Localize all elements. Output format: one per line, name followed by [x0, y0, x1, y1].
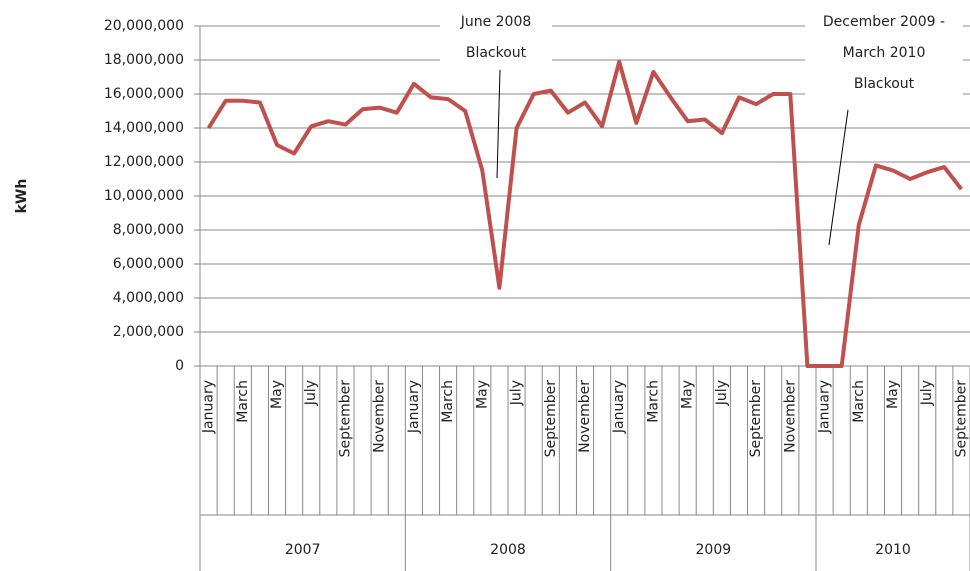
x-tick-label: January [406, 380, 422, 434]
x-tick-label: March [235, 380, 251, 423]
y-tick-label: 2,000,000 [113, 324, 184, 340]
x-tick-label: July [509, 380, 525, 406]
annotation: December 2009 - [823, 14, 945, 30]
y-tick-label: 10,000,000 [104, 188, 184, 204]
y-tick-label: 0 [175, 358, 184, 374]
annotation-box [805, 8, 963, 98]
data-line [206, 59, 963, 368]
x-tick-label: November [372, 380, 388, 453]
annotation-leader [828, 109, 849, 246]
x-tick-label: July [919, 380, 935, 406]
x-tick-label: September [543, 380, 559, 458]
annotation: Blackout [854, 76, 915, 92]
x-tick-label: January [611, 380, 627, 434]
x-tick-label: January [817, 380, 833, 434]
annotation-leader [496, 69, 501, 179]
x-tick-label: November [577, 380, 593, 453]
x-group-label: 2010 [875, 542, 911, 558]
x-tick-label: September [337, 380, 353, 458]
x-tick-label: September [953, 380, 969, 458]
y-tick-label: 8,000,000 [113, 222, 184, 238]
x-tick-label: November [782, 380, 798, 453]
x-tick-label: May [680, 380, 696, 409]
x-group-label: 2009 [696, 542, 732, 558]
y-tick-label: 6,000,000 [113, 256, 184, 272]
y-tick-label: 16,000,000 [104, 86, 184, 102]
x-tick-label: May [885, 380, 901, 409]
annotation-box [440, 8, 552, 67]
x-tick-label: July [714, 380, 730, 406]
x-tick-label: September [748, 380, 764, 458]
x-tick-label: July [303, 380, 319, 406]
x-tick-label: March [645, 380, 661, 423]
y-tick-label: 14,000,000 [104, 120, 184, 136]
y-tick-label: 20,000,000 [104, 18, 184, 34]
x-tick-label: March [851, 380, 867, 423]
annotation: March 2010 [843, 45, 926, 61]
x-tick-label: May [269, 380, 285, 409]
y-tick-label: 18,000,000 [104, 52, 184, 68]
x-group-label: 2007 [285, 542, 321, 558]
x-group-label: 2008 [490, 542, 526, 558]
y-tick-label: 12,000,000 [104, 154, 184, 170]
annotation: Blackout [466, 45, 527, 61]
x-tick-label: January [201, 380, 217, 434]
y-axis-label: kWh [14, 179, 30, 214]
x-tick-label: March [440, 380, 456, 423]
x-tick-label: May [474, 380, 490, 409]
annotation: June 2008 [460, 14, 532, 30]
y-tick-label: 4,000,000 [113, 290, 184, 306]
